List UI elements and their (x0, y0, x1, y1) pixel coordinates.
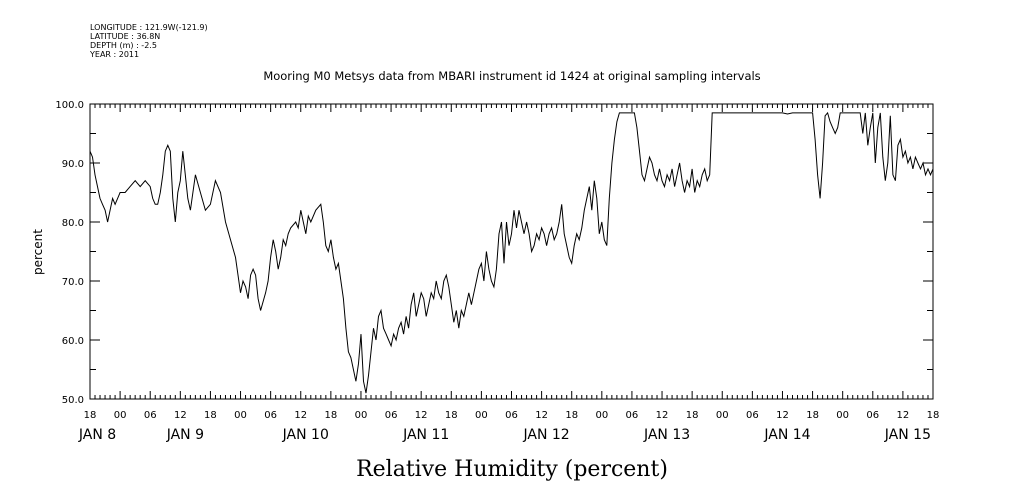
y-tick-label: 60.0 (62, 336, 84, 347)
x-tick-label: 12 (776, 410, 789, 421)
x-date-label: JAN 15 (884, 427, 931, 443)
x-tick-label: 18 (204, 410, 217, 421)
x-tick-label: 06 (144, 410, 157, 421)
x-date-label: JAN 14 (763, 427, 810, 443)
x-tick-label: 00 (114, 410, 127, 421)
x-tick-label: 12 (897, 410, 910, 421)
x-tick-label: 00 (475, 410, 488, 421)
x-axis: 18 00 06 12 18 00 06 12 18 00 06 12 18 00 06 12 18 00 06 12… (78, 104, 939, 443)
x-tick-label: 18 (84, 410, 97, 421)
x-date-label: JAN 9 (166, 427, 204, 443)
x-tick-label: 12 (294, 410, 307, 421)
x-date-label: JAN 8 (78, 427, 116, 443)
x-tick-label: 12 (415, 410, 428, 421)
x-tick-label: 18 (686, 410, 699, 421)
y-axis-label: percent (31, 229, 45, 275)
x-tick-label: 06 (505, 410, 518, 421)
x-date-label: JAN 11 (402, 427, 449, 443)
y-tick-label: 100.0 (55, 100, 84, 111)
series-line (89, 111, 934, 394)
y-tick-label: 80.0 (62, 218, 84, 229)
y-tick-label: 90.0 (62, 159, 84, 170)
x-tick-label: 18 (445, 410, 458, 421)
x-tick-label: 12 (656, 410, 669, 421)
y-tick-label: 70.0 (62, 277, 84, 288)
x-date-label: JAN 12 (523, 427, 570, 443)
x-tick-label: 18 (565, 410, 578, 421)
x-tick-label: 18 (324, 410, 337, 421)
x-tick-label: 12 (535, 410, 548, 421)
y-axis: 50.0 60.0 70.0 80.0 90.0 100.0 (55, 100, 933, 406)
x-tick-label: 06 (866, 410, 879, 421)
latitude-text: LATITUDE : 36.8N (90, 32, 161, 41)
chart-title: Mooring M0 Metsys data from MBARI instru… (263, 69, 760, 83)
x-tick-label: 00 (595, 410, 608, 421)
depth-text: DEPTH (m) : -2.5 (90, 41, 157, 50)
x-tick-label: 00 (234, 410, 247, 421)
x-tick-label: 00 (716, 410, 729, 421)
x-tick-label: 00 (355, 410, 368, 421)
y-tick-label: 50.0 (62, 395, 84, 406)
x-tick-label: 00 (836, 410, 849, 421)
metadata-block: LONGITUDE : 121.9W(-121.9) LATITUDE : 36… (90, 23, 208, 59)
longitude-text: LONGITUDE : 121.9W(-121.9) (90, 23, 208, 32)
x-tick-label: 06 (746, 410, 759, 421)
x-date-label: JAN 10 (282, 427, 329, 443)
x-tick-label: 18 (927, 410, 940, 421)
x-tick-label: 06 (626, 410, 639, 421)
footer-title: Relative Humidity (percent) (356, 457, 668, 482)
x-tick-label: 06 (264, 410, 277, 421)
plot-frame (89, 103, 934, 400)
x-date-label: JAN 13 (643, 427, 690, 443)
x-tick-label: 06 (385, 410, 398, 421)
x-tick-label: 12 (174, 410, 187, 421)
year-text: YEAR : 2011 (90, 50, 140, 59)
x-tick-label: 18 (806, 410, 819, 421)
